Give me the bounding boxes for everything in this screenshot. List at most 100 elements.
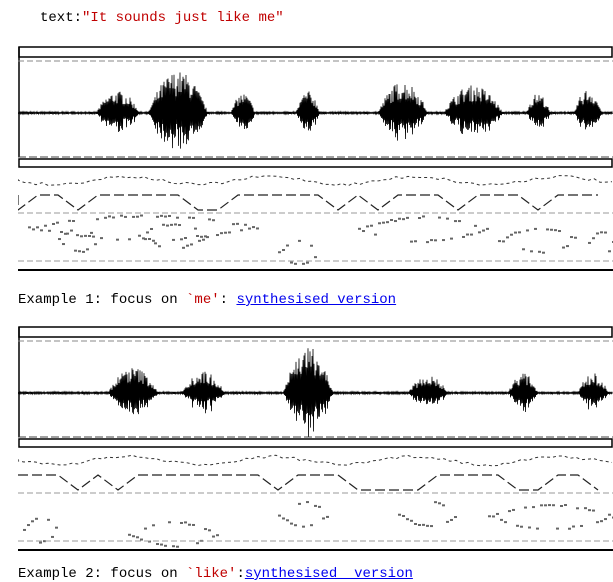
pitch-dot	[426, 241, 429, 243]
pitch-dot	[506, 236, 509, 238]
pitch-dot	[442, 504, 445, 506]
pitch-dot	[538, 251, 541, 253]
pitch-dot	[136, 536, 139, 538]
pitch-dot	[31, 520, 34, 522]
pitch-dot	[150, 228, 153, 230]
example-link[interactable]: synthesised version	[236, 292, 396, 308]
header-bar	[19, 439, 612, 447]
pitch-dot	[482, 230, 485, 232]
pitch-dot	[256, 227, 259, 229]
pitch-dot	[516, 525, 519, 527]
pitch-dot	[414, 523, 417, 525]
pitch-dot	[58, 238, 61, 240]
pitch-dot	[418, 524, 421, 526]
pitch-dot	[394, 220, 397, 222]
pitch-dot	[526, 229, 529, 231]
pitch-dot	[48, 230, 51, 232]
pitch-dot	[74, 250, 77, 252]
pitch-dot	[128, 238, 131, 240]
pitch-dot	[200, 236, 203, 238]
pitch-dot	[568, 528, 571, 530]
pitch-dot	[406, 217, 409, 219]
pitch-dot	[140, 539, 143, 541]
pitch-dot	[306, 501, 309, 503]
pitch-dot	[478, 231, 481, 233]
pitch-dot	[168, 521, 171, 523]
pitch-dot	[466, 234, 469, 236]
pitch-dot	[294, 263, 297, 265]
pitch-dot	[88, 235, 91, 237]
pitch-dot	[23, 529, 26, 531]
pitch-dot	[402, 515, 405, 517]
pitch-dot	[576, 507, 579, 509]
pitch-dot	[168, 215, 171, 217]
example-prefix: Example 2: focus on	[18, 566, 186, 582]
pitch-dot	[188, 524, 191, 526]
pitch-dot	[536, 528, 539, 530]
pitch-dot	[422, 524, 425, 526]
pitch-dot	[454, 220, 457, 222]
pitch-dot	[182, 247, 185, 249]
pitch-dot	[172, 239, 175, 241]
pitch-dot	[546, 228, 549, 230]
pitch-dot	[27, 524, 30, 526]
pitch-dot	[286, 519, 289, 521]
pitch-dot	[488, 515, 491, 517]
pitch-dot	[534, 228, 537, 230]
pitch-dot	[600, 231, 603, 233]
pitch-dot	[592, 510, 595, 512]
pitch-dot	[502, 240, 505, 242]
example-link[interactable]: synthesised version	[245, 566, 413, 582]
pitch-dot	[530, 250, 533, 252]
pitch-dot	[184, 237, 187, 239]
pitch-dot	[544, 504, 547, 506]
pitch-dot	[474, 225, 477, 227]
pitch-dot	[120, 215, 123, 217]
track	[18, 475, 598, 490]
pitch-dot	[454, 516, 457, 518]
pitch-dot	[192, 524, 195, 526]
pitch-dot	[566, 245, 569, 247]
pitch-dot	[406, 518, 409, 520]
pitch-dot	[562, 247, 565, 249]
pitch-dot	[588, 509, 591, 511]
pitch-dot	[160, 544, 163, 546]
example-focus: `me'	[186, 292, 220, 308]
pitch-dot	[132, 535, 135, 537]
pitch-dot	[366, 225, 369, 227]
pitch-dot	[252, 226, 255, 228]
pitch-dot	[520, 526, 523, 528]
pitch-dot	[62, 243, 65, 245]
pitch-dot	[524, 507, 527, 509]
pitch-dot	[298, 240, 301, 242]
pitch-dot	[172, 545, 175, 547]
pitch-dot	[56, 222, 59, 224]
pitch-dot	[60, 231, 63, 233]
pitch-dot	[178, 224, 181, 226]
track	[18, 455, 612, 466]
pitch-dot	[152, 240, 155, 242]
track	[18, 195, 598, 210]
pitch-dot	[190, 243, 193, 245]
pitch-dot	[216, 534, 219, 536]
pitch-dot	[402, 218, 405, 220]
pitch-dot	[434, 239, 437, 241]
pitch-dot	[80, 235, 83, 237]
pitch-dot	[212, 219, 215, 221]
pitch-dot	[44, 225, 47, 227]
pitch-dot	[144, 528, 147, 530]
pitch-dot	[584, 507, 587, 509]
pitch-dot	[68, 220, 71, 222]
pitch-dot	[278, 251, 281, 253]
pitch-dot	[112, 216, 115, 218]
text-quote: "It sounds just like me"	[82, 10, 284, 26]
pitch-dot	[322, 517, 325, 519]
pitch-dot	[188, 217, 191, 219]
pitch-dot	[158, 245, 161, 247]
pitch-dot	[290, 523, 293, 525]
pitch-dot	[28, 226, 31, 228]
pitch-dot	[35, 518, 38, 520]
pitch-dot	[220, 232, 223, 234]
pitch-dot	[282, 517, 285, 519]
pitch-dot	[318, 506, 321, 508]
